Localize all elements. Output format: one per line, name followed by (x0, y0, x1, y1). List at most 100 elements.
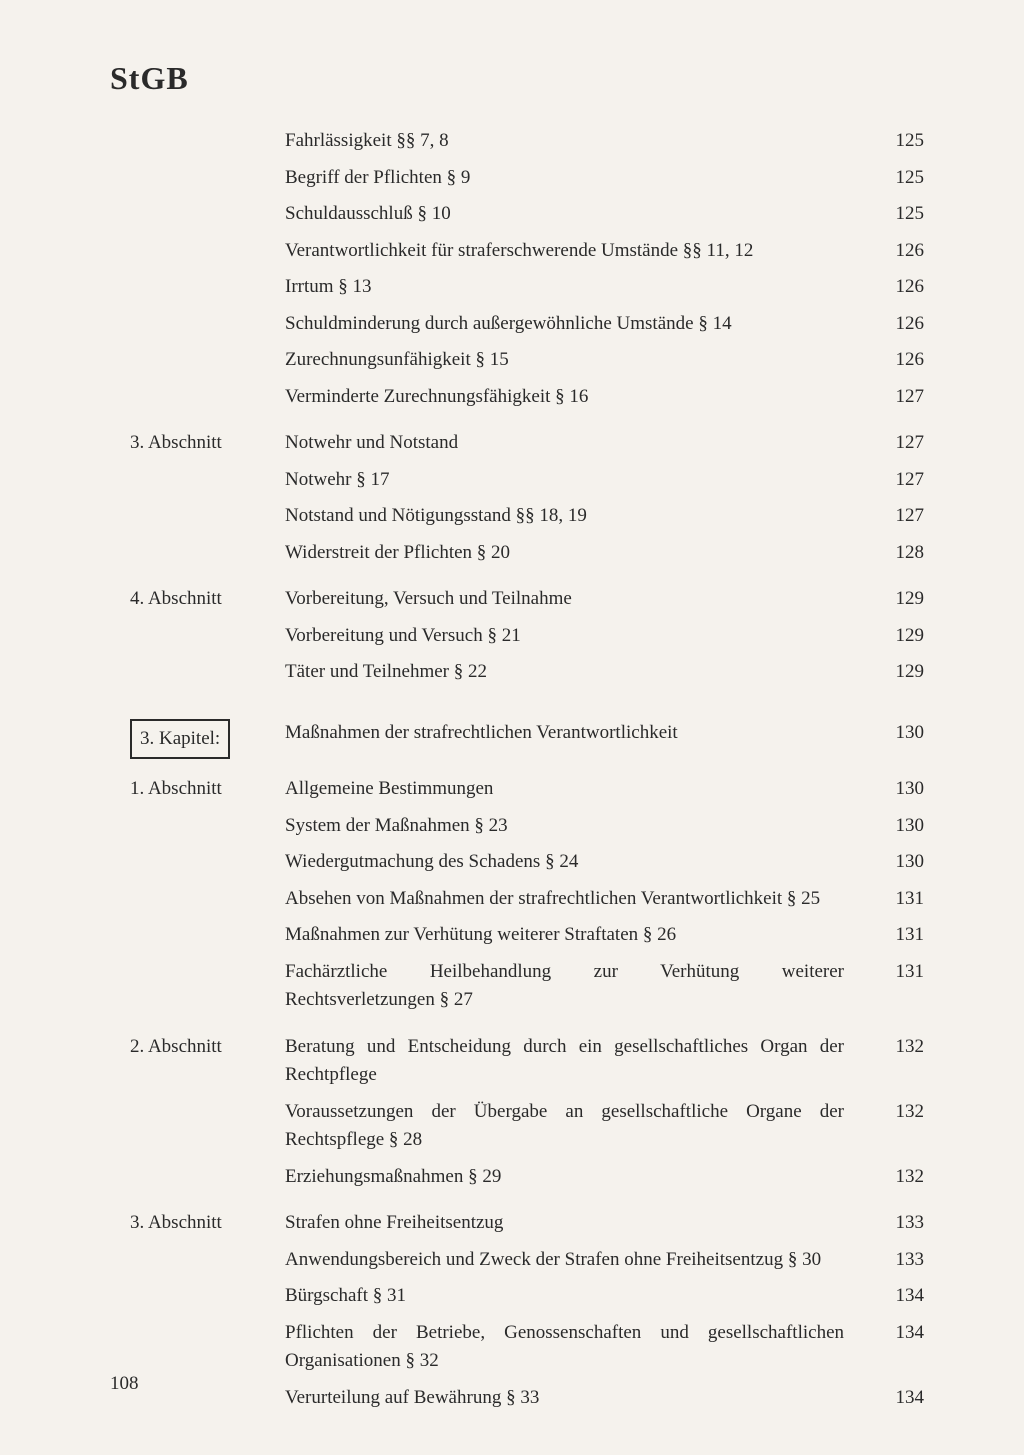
page-number-ref: 131 (874, 885, 924, 914)
toc-row: System der Maßnahmen § 23130 (130, 812, 924, 841)
entry-text: Notstand und Nötigungsstand §§ 18, 19 (285, 502, 874, 531)
table-of-contents: Fahrlässigkeit §§ 7, 8125Begriff der Pfl… (130, 127, 924, 1412)
entry-text: Notwehr § 17 (285, 466, 874, 495)
section-label: 1. Abschnitt (130, 775, 285, 804)
page-header-title: StGB (110, 60, 924, 97)
page-number-ref: 134 (874, 1282, 924, 1311)
page-number-ref: 130 (874, 719, 924, 748)
entry-text: Täter und Teilnehmer § 22 (285, 658, 874, 687)
page-number-ref: 126 (874, 273, 924, 302)
entry-text: Maßnahmen der strafrechtlichen Verantwor… (285, 719, 874, 748)
entry-text: Schuldausschluß § 10 (285, 200, 874, 229)
toc-row: Voraussetzungen der Übergabe an gesellsc… (130, 1098, 924, 1155)
entry-text: System der Maßnahmen § 23 (285, 812, 874, 841)
page-number-ref: 129 (874, 622, 924, 651)
page-number-ref: 127 (874, 466, 924, 495)
page-number-ref: 128 (874, 539, 924, 568)
page-number-ref: 130 (874, 775, 924, 804)
entry-text: Fahrlässigkeit §§ 7, 8 (285, 127, 874, 156)
entry-text: Widerstreit der Pflichten § 20 (285, 539, 874, 568)
section-label: 3. Abschnitt (130, 429, 285, 458)
page-number-ref: 134 (874, 1319, 924, 1348)
toc-row: Verminderte Zurechnungsfähigkeit § 16127 (130, 383, 924, 412)
toc-row: 4. AbschnittVorbereitung, Versuch und Te… (130, 585, 924, 614)
entry-text: Fachärztliche Heilbehandlung zur Verhütu… (285, 958, 874, 1015)
page-number-ref: 130 (874, 812, 924, 841)
toc-row: Fahrlässigkeit §§ 7, 8125 (130, 127, 924, 156)
entry-text: Verminderte Zurechnungsfähigkeit § 16 (285, 383, 874, 412)
section-label: 4. Abschnitt (130, 585, 285, 614)
page-number-ref: 127 (874, 429, 924, 458)
toc-row: Verantwortlichkeit für straferschwerende… (130, 237, 924, 266)
toc-row: Fachärztliche Heilbehandlung zur Verhütu… (130, 958, 924, 1015)
entry-text: Verantwortlichkeit für straferschwerende… (285, 237, 874, 266)
toc-row: Schuldausschluß § 10125 (130, 200, 924, 229)
page-number-ref: 125 (874, 164, 924, 193)
section-label: 2. Abschnitt (130, 1033, 285, 1062)
toc-row: Täter und Teilnehmer § 22129 (130, 658, 924, 687)
entry-text: Anwendungsbereich und Zweck der Strafen … (285, 1246, 874, 1275)
toc-row: 1. AbschnittAllgemeine Bestimmungen130 (130, 775, 924, 804)
entry-text: Allgemeine Bestimmungen (285, 775, 874, 804)
page-number-ref: 133 (874, 1209, 924, 1238)
entry-text: Voraussetzungen der Übergabe an gesellsc… (285, 1098, 874, 1155)
toc-row: Notstand und Nötigungsstand §§ 18, 19127 (130, 502, 924, 531)
page-number-ref: 131 (874, 958, 924, 987)
entry-text: Strafen ohne Freiheitsentzug (285, 1209, 874, 1238)
page-number-ref: 129 (874, 658, 924, 687)
toc-row: Verurteilung auf Bewährung § 33134 (130, 1384, 924, 1413)
page-number-ref: 125 (874, 200, 924, 229)
toc-row: Wiedergutmachung des Schadens § 24130 (130, 848, 924, 877)
toc-row: 2. AbschnittBeratung und Entscheidung du… (130, 1033, 924, 1090)
entry-text: Beratung und Entscheidung durch ein gese… (285, 1033, 874, 1090)
entry-text: Erziehungsmaßnahmen § 29 (285, 1163, 874, 1192)
toc-row: Bürgschaft § 31134 (130, 1282, 924, 1311)
toc-row: Vorbereitung und Versuch § 21129 (130, 622, 924, 651)
page-number-ref: 127 (874, 383, 924, 412)
entry-text: Vorbereitung und Versuch § 21 (285, 622, 874, 651)
toc-row: Erziehungsmaßnahmen § 29132 (130, 1163, 924, 1192)
toc-row: Zurechnungsunfähigkeit § 15126 (130, 346, 924, 375)
entry-text: Vorbereitung, Versuch und Teilnahme (285, 585, 874, 614)
entry-text: Notwehr und Notstand (285, 429, 874, 458)
entry-text: Verurteilung auf Bewährung § 33 (285, 1384, 874, 1413)
entry-text: Maßnahmen zur Verhütung weiterer Strafta… (285, 921, 874, 950)
page-number-ref: 127 (874, 502, 924, 531)
toc-row: Anwendungsbereich und Zweck der Strafen … (130, 1246, 924, 1275)
toc-row: 3. AbschnittStrafen ohne Freiheitsentzug… (130, 1209, 924, 1238)
page-number-ref: 126 (874, 310, 924, 339)
entry-text: Begriff der Pflichten § 9 (285, 164, 874, 193)
toc-row: Irrtum § 13126 (130, 273, 924, 302)
toc-row: Pflichten der Betriebe, Genossenschaften… (130, 1319, 924, 1376)
entry-text: Irrtum § 13 (285, 273, 874, 302)
page-number-ref: 126 (874, 237, 924, 266)
entry-text: Bürgschaft § 31 (285, 1282, 874, 1311)
entry-text: Pflichten der Betriebe, Genossenschaften… (285, 1319, 874, 1376)
toc-row: Begriff der Pflichten § 9125 (130, 164, 924, 193)
chapter-box: 3. Kapitel: (130, 719, 230, 760)
toc-row: 3. AbschnittNotwehr und Notstand127 (130, 429, 924, 458)
page-number-ref: 126 (874, 346, 924, 375)
section-label: 3. Abschnitt (130, 1209, 285, 1238)
page-number-ref: 132 (874, 1163, 924, 1192)
toc-row: Notwehr § 17127 (130, 466, 924, 495)
page-number-ref: 131 (874, 921, 924, 950)
section-label: 3. Kapitel: (130, 719, 285, 760)
entry-text: Zurechnungsunfähigkeit § 15 (285, 346, 874, 375)
page-number-ref: 134 (874, 1384, 924, 1413)
page-number-ref: 132 (874, 1098, 924, 1127)
toc-row: Maßnahmen zur Verhütung weiterer Strafta… (130, 921, 924, 950)
page-number-ref: 133 (874, 1246, 924, 1275)
page-number-ref: 129 (874, 585, 924, 614)
toc-row: 3. Kapitel: Maßnahmen der strafrechtliche… (130, 719, 924, 760)
page-number-ref: 125 (874, 127, 924, 156)
entry-text: Schuldminderung durch außergewöhnliche U… (285, 310, 874, 339)
toc-row: Schuldminderung durch außergewöhnliche U… (130, 310, 924, 339)
toc-row: Absehen von Maßnahmen der strafrechtlich… (130, 885, 924, 914)
entry-text: Absehen von Maßnahmen der strafrechtlich… (285, 885, 874, 914)
page-number-ref: 132 (874, 1033, 924, 1062)
page-number-ref: 130 (874, 848, 924, 877)
entry-text: Wiedergutmachung des Schadens § 24 (285, 848, 874, 877)
page-number: 108 (110, 1373, 139, 1395)
toc-row: Widerstreit der Pflichten § 20128 (130, 539, 924, 568)
